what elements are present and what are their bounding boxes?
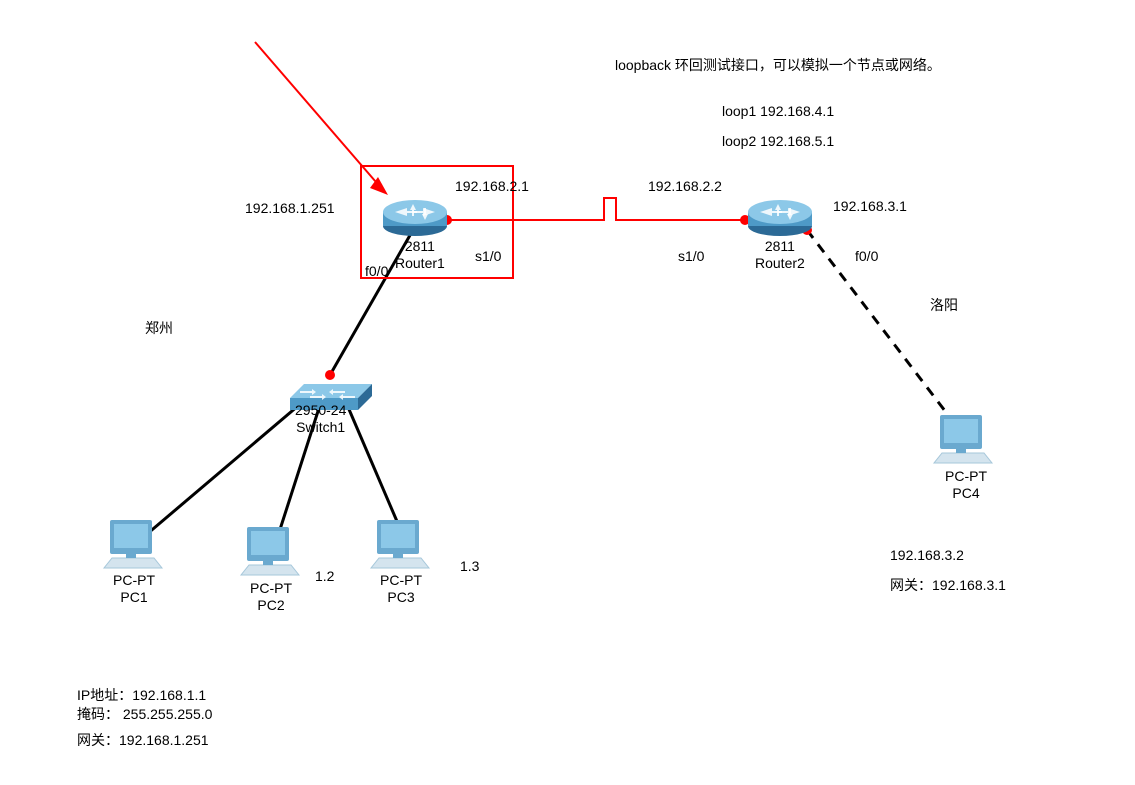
loop1-label: loop1 192.168.4.1	[722, 103, 834, 119]
pc1-label[interactable]: PC-PT PC1	[113, 572, 155, 606]
pc4-model: PC-PT	[945, 468, 987, 485]
svg-layer	[0, 0, 1135, 785]
pc3-model: PC-PT	[380, 572, 422, 589]
pc4-icon[interactable]	[934, 415, 992, 463]
router2-icon[interactable]	[748, 200, 812, 236]
router2-label[interactable]: 2811 Router2	[755, 238, 805, 272]
router2-left-ip: 192.168.2.2	[648, 178, 722, 194]
loop2-label: loop2 192.168.5.1	[722, 133, 834, 149]
mask-label: 掩码： 255.255.255.0	[77, 704, 212, 724]
router2-right-ip: 192.168.3.1	[833, 198, 907, 214]
link-r2-pc4[interactable]	[807, 230, 958, 428]
router1-left-ip: 192.168.1.251	[245, 200, 335, 216]
pc1-name: PC1	[113, 589, 155, 606]
topology-canvas: 2811 Router1 2811 Router2 2950-24 Switch…	[0, 0, 1135, 785]
router1-model: 2811	[395, 238, 445, 255]
pc3-ip-tail: 1.3	[460, 558, 479, 574]
router2-s10: s1/0	[678, 248, 704, 264]
pc4-name: PC4	[945, 485, 987, 502]
switch1-label[interactable]: 2950-24 Switch1	[295, 402, 346, 436]
pc4-label[interactable]: PC-PT PC4	[945, 468, 987, 502]
router1-icon[interactable]	[383, 200, 447, 236]
router2-model: 2811	[755, 238, 805, 255]
router2-name: Router2	[755, 255, 805, 272]
pc3-icon[interactable]	[371, 520, 429, 568]
port-dot	[325, 370, 335, 380]
annotation-arrow	[255, 42, 388, 195]
link-sw1-pc3[interactable]	[345, 400, 405, 540]
pc2-ip-tail: 1.2	[315, 568, 334, 584]
pc2-model: PC-PT	[250, 580, 292, 597]
city-left: 郑州	[145, 318, 173, 338]
pc2-label[interactable]: PC-PT PC2	[250, 580, 292, 614]
router2-f00: f0/0	[855, 248, 878, 264]
pc3-label[interactable]: PC-PT PC3	[380, 572, 422, 606]
router1-right-ip: 192.168.2.1	[455, 178, 529, 194]
switch1-name: Switch1	[295, 419, 346, 436]
ip-address-label: IP地址：192.168.1.1	[77, 685, 206, 705]
link-r1-r2-serial[interactable]	[447, 198, 745, 220]
pc2-icon[interactable]	[241, 527, 299, 575]
pc1-model: PC-PT	[113, 572, 155, 589]
gateway-right-label: 网关：192.168.3.1	[890, 575, 1006, 595]
city-right: 洛阳	[930, 295, 958, 315]
pc3-name: PC3	[380, 589, 422, 606]
switch1-model: 2950-24	[295, 402, 346, 419]
link-sw1-pc1[interactable]	[140, 400, 305, 540]
router1-f00: f0/0	[365, 263, 388, 279]
gateway-left-label: 网关：192.168.1.251	[77, 730, 209, 750]
pc4-ip-label: 192.168.3.2	[890, 547, 964, 563]
router1-label[interactable]: 2811 Router1	[395, 238, 445, 272]
router1-name: Router1	[395, 255, 445, 272]
loopback-note: loopback 环回测试接口，可以模拟一个节点或网络。	[615, 55, 941, 75]
pc2-name: PC2	[250, 597, 292, 614]
router1-s10: s1/0	[475, 248, 501, 264]
